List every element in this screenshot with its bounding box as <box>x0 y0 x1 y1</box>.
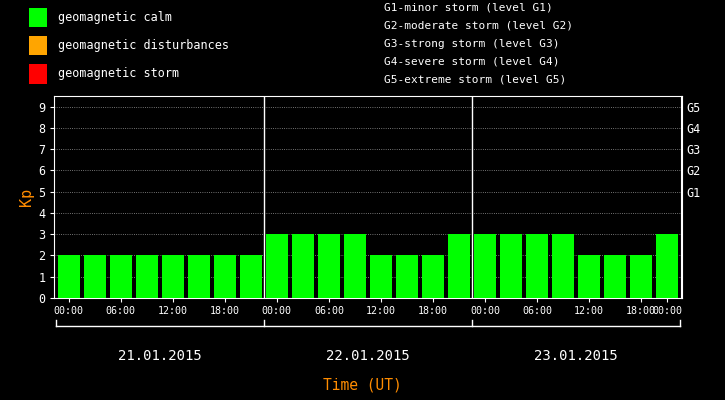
Text: 22.01.2015: 22.01.2015 <box>326 349 410 363</box>
Bar <box>526 234 548 298</box>
Bar <box>474 234 496 298</box>
Bar <box>162 256 184 298</box>
Bar <box>29 8 47 27</box>
Bar <box>656 234 679 298</box>
Bar <box>292 234 314 298</box>
Text: G1-minor storm (level G1): G1-minor storm (level G1) <box>384 3 553 13</box>
Bar <box>500 234 522 298</box>
Text: 23.01.2015: 23.01.2015 <box>534 349 618 363</box>
Bar <box>83 256 106 298</box>
Text: 21.01.2015: 21.01.2015 <box>118 349 202 363</box>
Bar <box>630 256 652 298</box>
Bar <box>604 256 626 298</box>
Bar <box>29 36 47 56</box>
Y-axis label: Kp: Kp <box>19 188 34 206</box>
Text: geomagnetic disturbances: geomagnetic disturbances <box>58 39 229 52</box>
Bar <box>29 64 47 84</box>
Text: geomagnetic storm: geomagnetic storm <box>58 68 179 80</box>
Bar <box>422 256 444 298</box>
Text: G4-severe storm (level G4): G4-severe storm (level G4) <box>384 57 560 67</box>
Text: G2-moderate storm (level G2): G2-moderate storm (level G2) <box>384 21 573 31</box>
Text: geomagnetic calm: geomagnetic calm <box>58 11 172 24</box>
Text: G3-strong storm (level G3): G3-strong storm (level G3) <box>384 39 560 49</box>
Bar <box>214 256 236 298</box>
Bar <box>188 256 210 298</box>
Bar <box>318 234 340 298</box>
Bar <box>578 256 600 298</box>
Text: G5-extreme storm (level G5): G5-extreme storm (level G5) <box>384 75 566 85</box>
Bar <box>448 234 470 298</box>
Bar <box>240 256 262 298</box>
Bar <box>57 256 80 298</box>
Bar <box>552 234 574 298</box>
Bar <box>136 256 158 298</box>
Bar <box>370 256 392 298</box>
Bar <box>344 234 366 298</box>
Bar <box>396 256 418 298</box>
Bar <box>266 234 288 298</box>
Bar <box>109 256 132 298</box>
Text: Time (UT): Time (UT) <box>323 377 402 392</box>
